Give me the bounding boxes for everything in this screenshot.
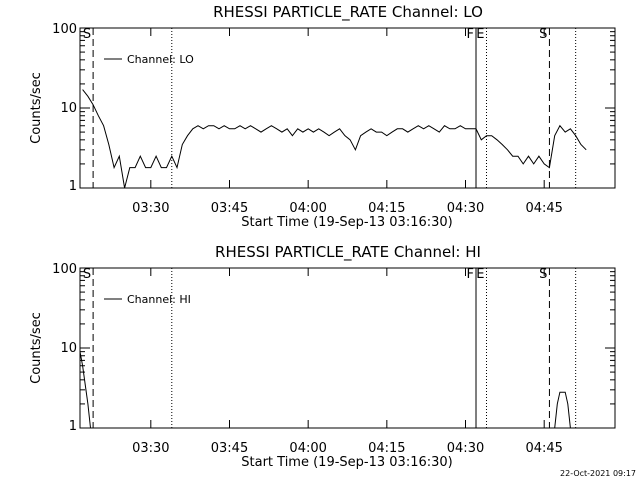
panel-title: RHESSI PARTICLE_RATE Channel: LO bbox=[213, 3, 483, 22]
event-marker-label: S bbox=[539, 267, 547, 282]
x-tick-label: 04:00 bbox=[289, 201, 326, 216]
event-marker-label: S bbox=[83, 27, 91, 42]
y-axis-label: Counts/sec bbox=[29, 72, 44, 144]
event-marker-label: S bbox=[539, 27, 547, 42]
series-line-lo bbox=[82, 89, 587, 189]
y-tick-label: 1 bbox=[69, 179, 77, 194]
timestamp-footer: 22-Oct-2021 09:17 bbox=[560, 469, 636, 478]
x-tick-label: 04:15 bbox=[368, 201, 405, 216]
event-marker-label: F bbox=[467, 27, 474, 42]
x-tick-label: 04:30 bbox=[447, 441, 484, 456]
y-tick-label: 100 bbox=[52, 22, 77, 37]
y-tick-label: 100 bbox=[52, 262, 77, 277]
x-axis-label: Start Time (19-Sep-13 03:16:30) bbox=[241, 455, 452, 470]
x-tick-label: 03:45 bbox=[211, 201, 248, 216]
legend: Channel: LO bbox=[104, 53, 194, 66]
plot-frame bbox=[79, 27, 616, 189]
event-marker-label: E bbox=[476, 267, 484, 282]
y-axis-label: Counts/sec bbox=[29, 312, 44, 384]
event-marker-label: S bbox=[83, 267, 91, 282]
legend: Channel: HI bbox=[104, 293, 191, 306]
panel-lo: RHESSI PARTICLE_RATE Channel: LO Counts/… bbox=[29, 3, 616, 230]
panel-hi: RHESSI PARTICLE_RATE Channel: HI Counts/… bbox=[29, 243, 616, 470]
x-tick-label: 04:45 bbox=[525, 201, 562, 216]
legend-label: Channel: HI bbox=[127, 293, 191, 306]
x-ticks: 03:30 03:45 04:00 04:15 04:30 04:45 bbox=[132, 201, 563, 216]
x-tick-label: 03:45 bbox=[211, 441, 248, 456]
plot-frame bbox=[79, 267, 616, 429]
x-tick-label: 04:45 bbox=[525, 441, 562, 456]
y-tick-label: 10 bbox=[60, 101, 77, 116]
y-tick-label: 1 bbox=[69, 419, 77, 434]
x-tick-label: 03:30 bbox=[132, 441, 169, 456]
x-ticks: 03:30 03:45 04:00 04:15 04:30 04:45 bbox=[132, 441, 563, 456]
event-marker-label: E bbox=[476, 27, 484, 42]
x-tick-label: 03:30 bbox=[132, 201, 169, 216]
series-line-hi bbox=[79, 351, 571, 429]
x-tick-label: 04:15 bbox=[368, 441, 405, 456]
x-axis-label: Start Time (19-Sep-13 03:16:30) bbox=[241, 215, 452, 230]
y-ticks: 1 10 100 bbox=[52, 22, 77, 194]
y-ticks: 1 10 100 bbox=[52, 262, 77, 434]
x-tick-label: 04:00 bbox=[289, 441, 326, 456]
x-tick-label: 04:30 bbox=[447, 201, 484, 216]
legend-label: Channel: LO bbox=[127, 53, 194, 66]
event-marker-label: F bbox=[467, 267, 474, 282]
panel-title: RHESSI PARTICLE_RATE Channel: HI bbox=[215, 243, 481, 262]
y-tick-label: 10 bbox=[60, 341, 77, 356]
